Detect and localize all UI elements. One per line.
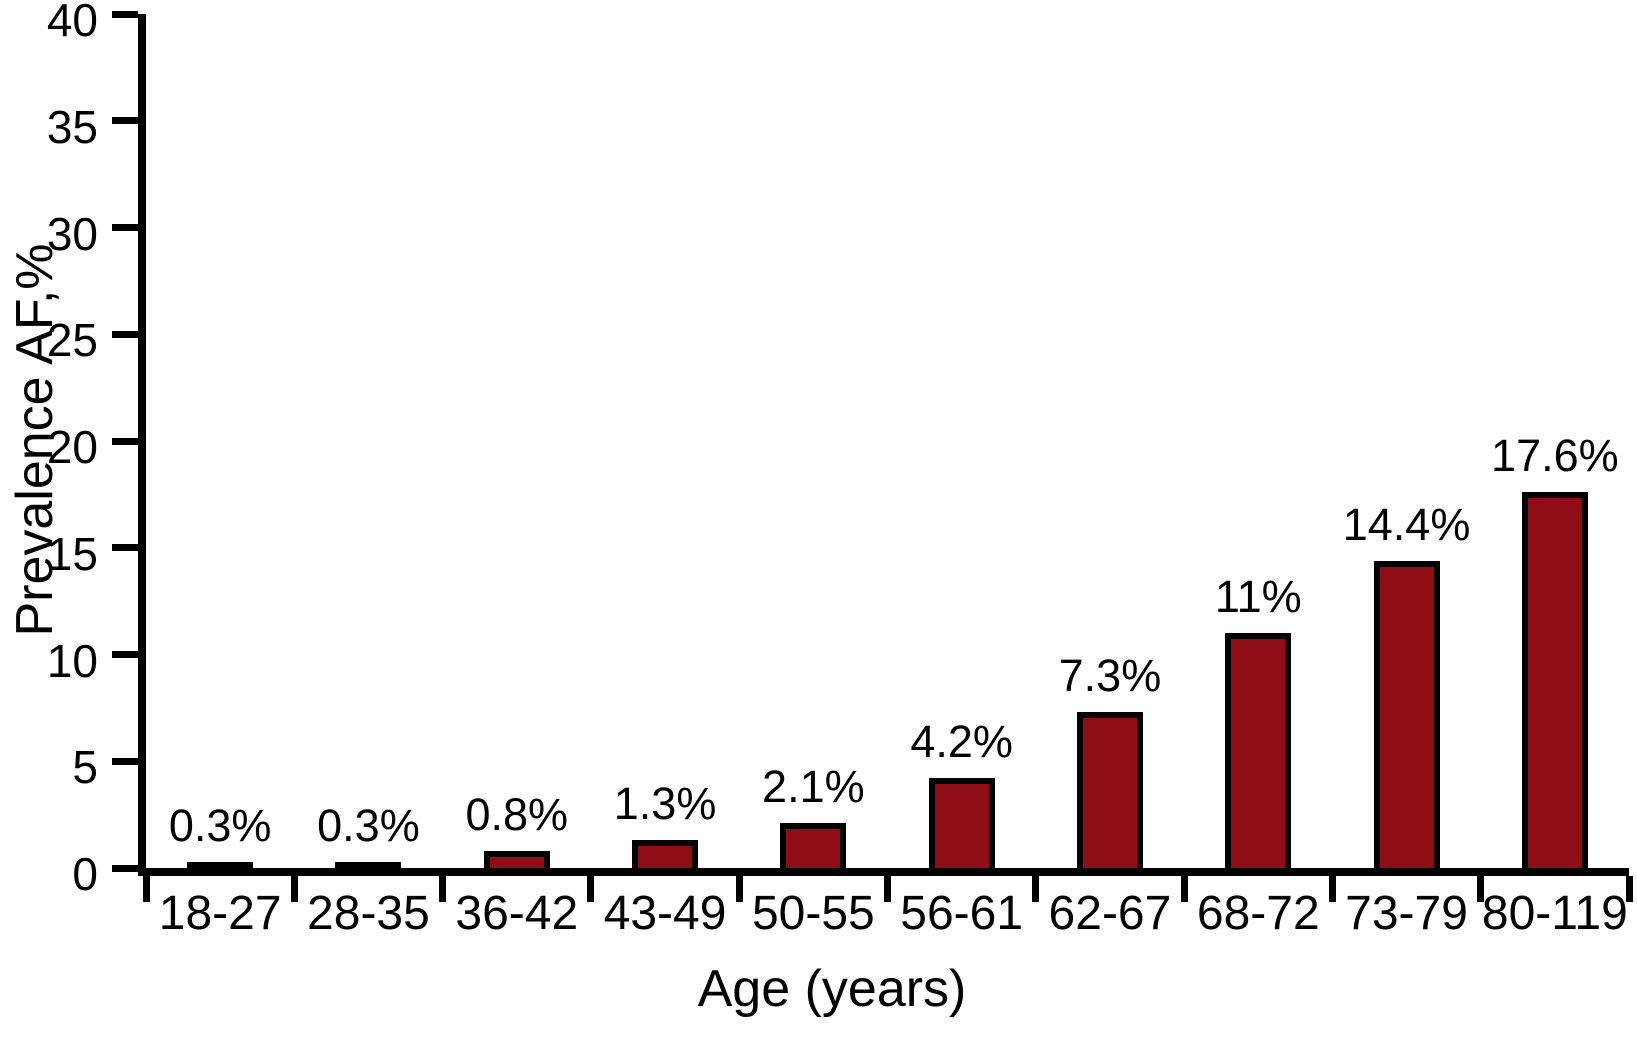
y-axis-tick-label: 0 [72,848,98,900]
bar-value-label: 2.1% [762,761,865,813]
y-axis-tick-label: 15 [46,527,98,580]
bar [1521,492,1588,868]
x-axis-category-label: 56-61 [900,887,1024,940]
y-axis-tick [112,864,138,872]
x-axis-tick [290,876,298,902]
bar-value-label: 17.6% [1491,430,1619,482]
bar [1373,560,1440,868]
y-axis-tick [112,224,138,231]
x-axis-tick [439,876,447,902]
bar-value-label: 0.8% [465,788,569,840]
y-axis-tick [112,757,138,765]
y-axis-tick [112,117,138,125]
bar-value-label: 11% [1214,571,1302,623]
y-axis-tick [112,651,138,658]
bar [780,823,847,868]
bar [187,861,254,868]
y-axis-tick-label: 5 [72,741,98,794]
x-axis-tick [1180,876,1188,902]
bar-value-label: 4.2% [910,716,1013,768]
y-axis-tick [112,437,138,445]
x-axis-tick [1625,876,1633,902]
bar [1225,633,1292,868]
y-axis-tick-label: 10 [46,634,98,687]
x-axis-tick [142,876,150,902]
x-axis-tick [1032,876,1040,902]
x-axis-tick [1477,876,1485,902]
bar [928,778,995,868]
x-axis-category-label: 18-27 [158,887,282,940]
bar [1076,712,1143,868]
x-axis-category-label: 43-49 [603,887,727,940]
bar-value-label: 7.3% [1058,650,1162,702]
bar-value-label: 0.3% [317,799,420,851]
y-axis-tick-label: 20 [46,421,98,473]
bar-value-label: 0.3% [168,799,272,851]
y-axis-tick [112,10,138,18]
y-axis-tick-label: 35 [46,100,98,153]
bar [483,850,550,868]
x-axis-tick [884,876,891,902]
plot-area: 0 5 10 15 20 25 30 35 40 0.3% 18-27 0.3% 28-35 0.8% 36… [47,0,1633,938]
x-axis-category-label: 28-35 [307,887,430,940]
x-axis-title: Age (years) [697,960,967,1018]
bar [335,861,402,868]
y-axis-tick [112,544,138,552]
x-axis-category-label: 50-55 [751,887,875,940]
x-axis-category-label: 73-79 [1345,887,1468,940]
x-axis-category-label: 62-67 [1048,887,1172,940]
bar-value-label: 1.3% [613,778,717,830]
bar-value-label: 14.4% [1342,498,1471,550]
x-axis-tick [735,876,743,902]
x-axis-category-label: 80-119 [1481,887,1628,940]
x-axis-tick [587,876,595,902]
x-axis-category-label: 36-42 [455,887,579,940]
bar [632,840,699,868]
y-axis-tick-label: 25 [46,314,98,367]
y-axis-tick-label: 30 [46,207,98,260]
y-axis-tick [112,330,138,338]
y-axis-tick-label: 40 [46,0,98,46]
x-axis-tick [1328,876,1336,902]
x-axis-category-label: 68-72 [1196,887,1320,940]
